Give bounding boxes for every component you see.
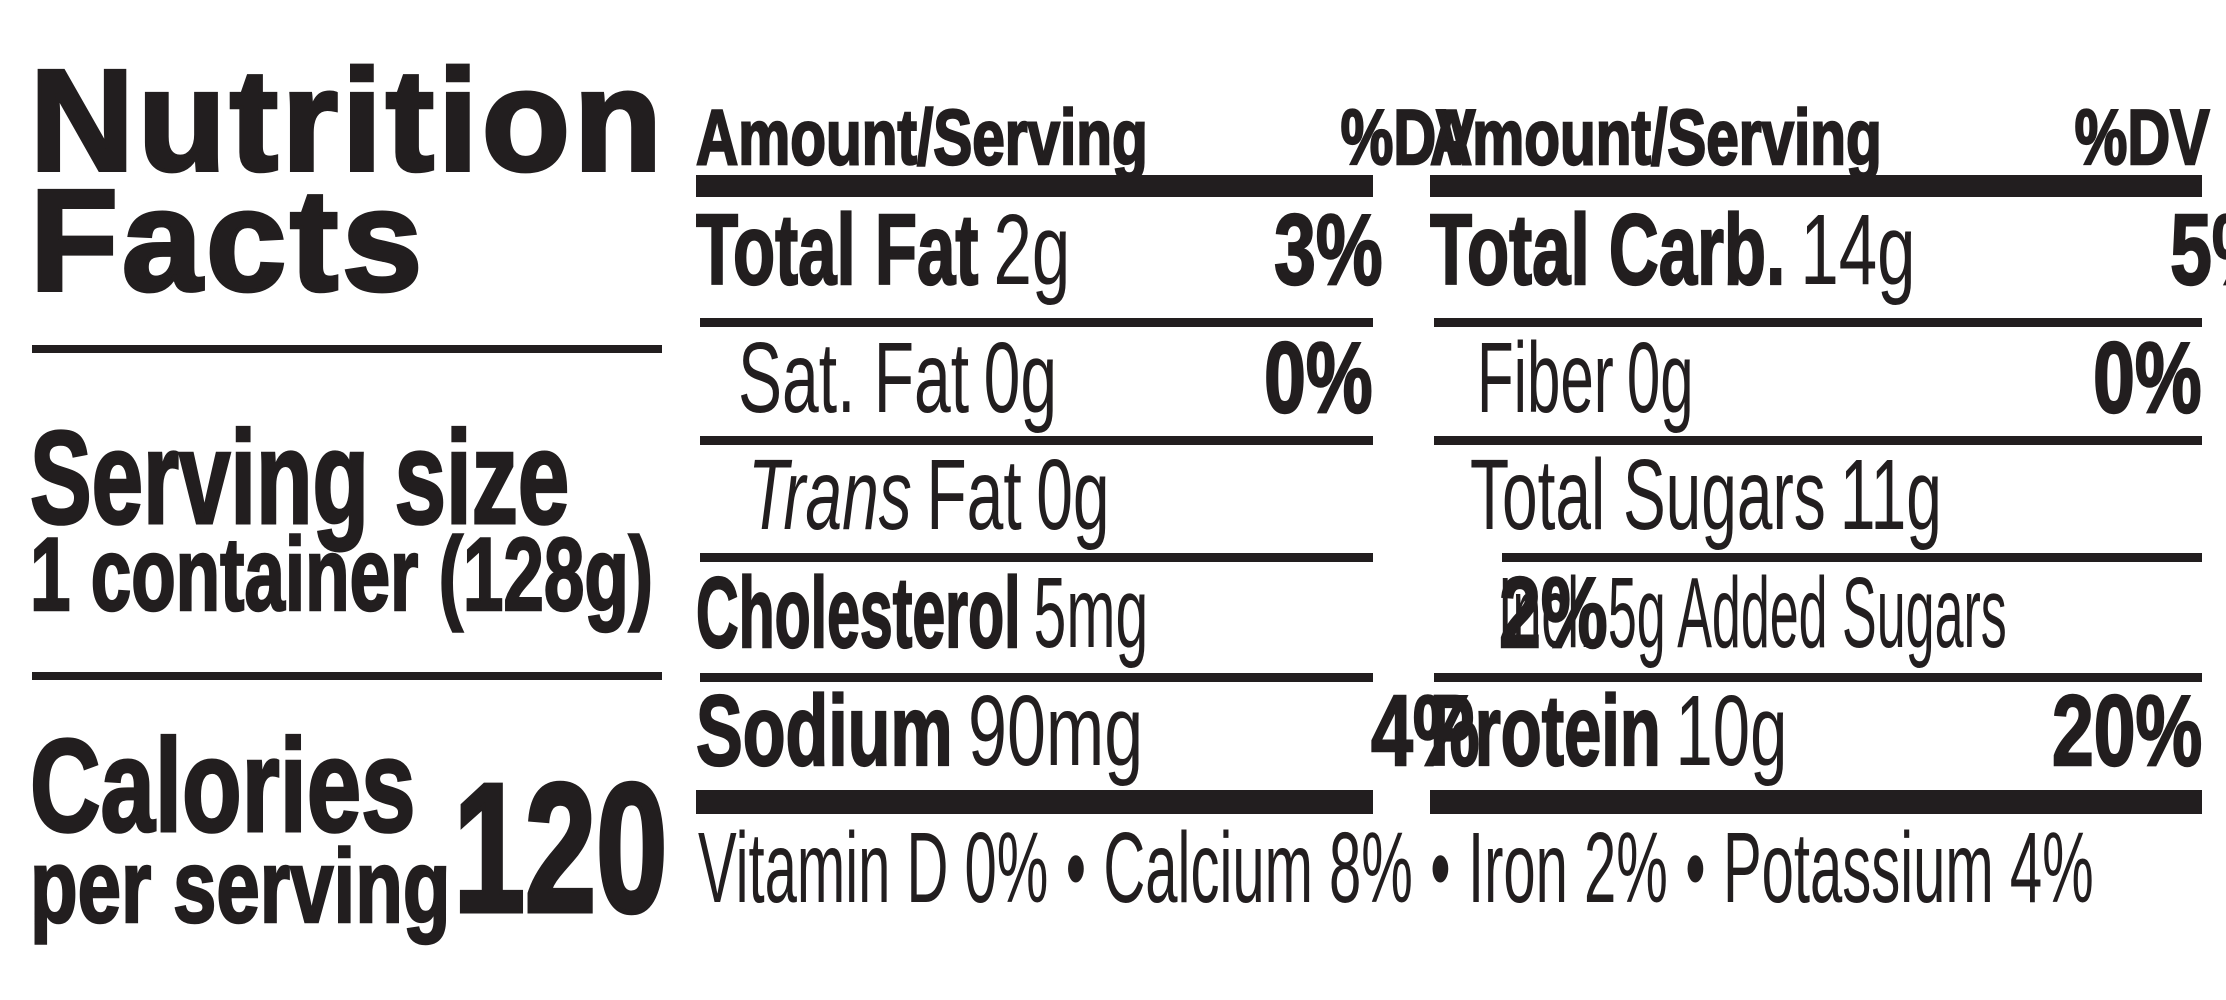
calories-value: 120 — [452, 745, 669, 950]
right-header-bar — [1430, 175, 2202, 197]
nutrient-name: Fiber 0g — [1477, 322, 1694, 434]
left-bottom-bar — [696, 790, 1373, 814]
nutrient-name: Trans Fat 0g — [748, 439, 1110, 551]
nutrient-name: Total Carb. 14g — [1429, 194, 1916, 306]
divider — [1434, 673, 2202, 682]
row-added-sugars: Incl. 5g Added Sugars 10% — [1430, 563, 2202, 663]
row-cholesterol: Cholesterol 5mg 2% — [695, 557, 1608, 669]
nutrient-dv: 2% — [1498, 557, 1608, 669]
nutrient-name: Protein 10g — [1429, 675, 1788, 787]
calories-label: Calories — [29, 712, 417, 859]
title-line-1: Nutrition — [28, 40, 666, 201]
nutrient-dv: 0% — [2093, 322, 2203, 434]
bullet-separator: • — [1065, 812, 1087, 924]
nutrient-name: Incl. 5g Added Sugars — [1498, 557, 2007, 669]
calories-sublabel: per serving — [29, 829, 451, 945]
row-sat-fat: Sat. Fat 0g 0% — [696, 322, 1374, 434]
nutrient-name: Total Sugars 11g — [1470, 439, 1942, 551]
divider-indented — [1502, 553, 2202, 562]
nutrition-facts-title: Nutrition Facts — [28, 40, 666, 321]
divider — [1434, 436, 2202, 445]
micronutrient-item: Iron 2% — [1467, 812, 1668, 924]
row-trans-fat: Trans Fat 0g — [696, 445, 1373, 545]
row-protein: Protein 10g 20% — [1429, 675, 2203, 787]
nutrient-name: Total Fat 2g — [695, 194, 1071, 306]
amount-serving-header: Amount/Serving — [1429, 93, 1883, 181]
nutrient-dv: 20% — [2051, 675, 2203, 787]
row-total-sugars: Total Sugars 11g — [1430, 445, 2202, 545]
divider — [1434, 318, 2202, 327]
nutrient-dv: 3% — [1274, 194, 1384, 306]
right-bottom-bar — [1430, 790, 2202, 814]
left-header-bar — [696, 175, 1373, 197]
row-sodium: Sodium 90mg 4% — [695, 675, 1480, 787]
row-total-fat: Total Fat 2g 3% — [695, 194, 1384, 306]
nutrient-name: Cholesterol 5mg — [695, 557, 1149, 669]
serving-size-label: Serving size — [29, 404, 570, 551]
row-total-carb: Total Carb.14g 5% — [1429, 194, 2226, 306]
micronutrient-item: Vitamin D 0% — [698, 812, 1049, 924]
nutrient-name: Sat. Fat 0g — [738, 322, 1058, 434]
divider — [700, 318, 1373, 327]
micronutrients-text: Vitamin D 0% • Calcium 8% • Iron 2% • Potassiu… — [698, 818, 2094, 918]
title-line-2: Facts — [28, 160, 427, 321]
micronutrient-item: Potassium 4% — [1722, 812, 2094, 924]
micronutrients-line: Vitamin D 0% • Calcium 8% • Iron 2% • Potassiu… — [698, 818, 2226, 918]
micronutrient-item: Calcium 8% — [1103, 812, 1413, 924]
bullet-separator: • — [1685, 812, 1706, 924]
bullet-separator: • — [1430, 812, 1451, 924]
nutrient-name: Sodium 90mg — [695, 675, 1144, 787]
dv-header: %DV — [1340, 93, 1477, 181]
divider — [700, 436, 1373, 445]
divider-under-title — [32, 345, 662, 353]
divider — [700, 673, 1373, 682]
nutrient-dv: 5% — [2169, 194, 2226, 306]
left-column-header: Amount/Serving %DV — [695, 93, 1477, 181]
divider — [700, 553, 1373, 562]
nutrient-dv: 4% — [1370, 675, 1480, 787]
nutrient-dv: 0% — [1264, 322, 1374, 434]
right-column-header: Amount/Serving %DV — [1429, 93, 2211, 181]
divider-under-serving — [32, 672, 662, 680]
serving-size-value: 1 container (128g) — [29, 517, 654, 633]
row-fiber: Fiber 0g 0% — [1430, 322, 2203, 434]
dv-header: %DV — [2074, 93, 2211, 181]
amount-serving-header: Amount/Serving — [695, 93, 1149, 181]
